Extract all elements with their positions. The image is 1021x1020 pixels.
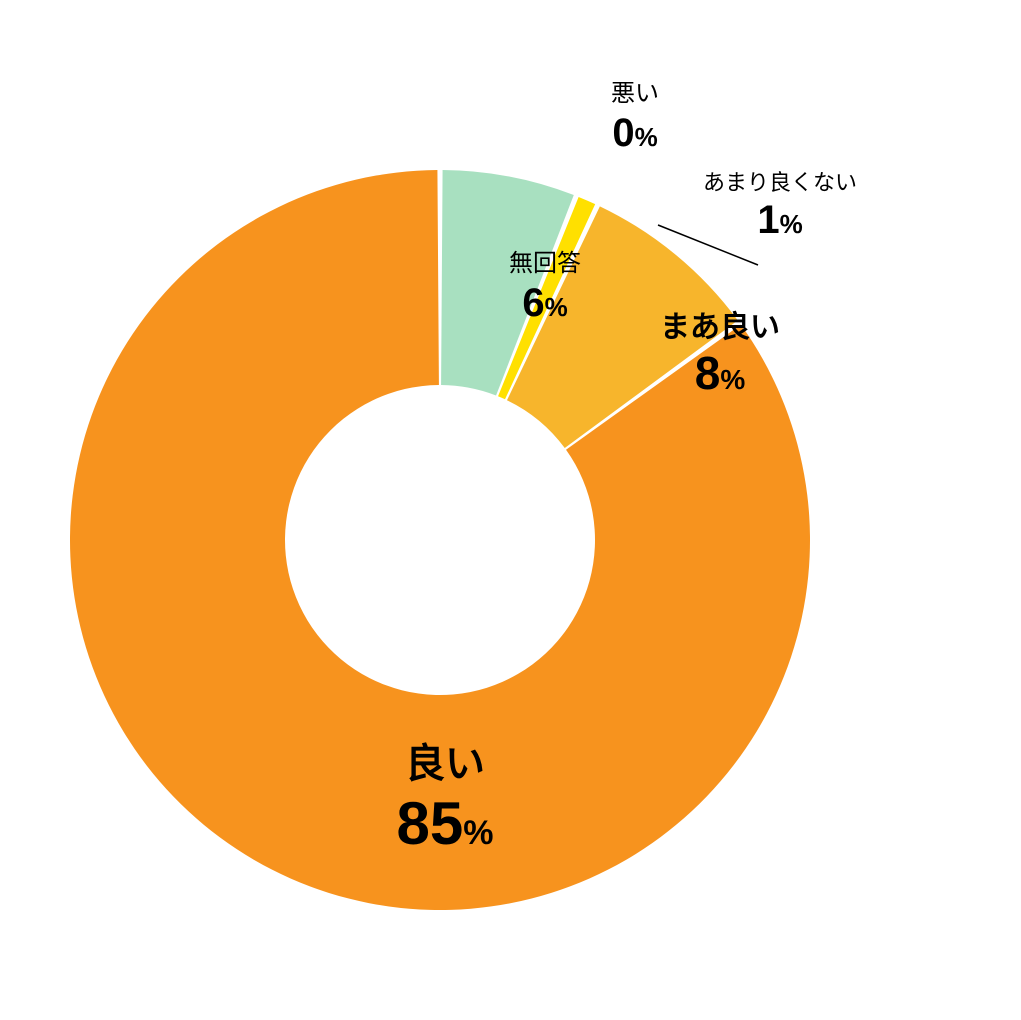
label-not_so_good: あまり良くない1% (680, 170, 880, 244)
label-fairly_good: まあ良い8% (640, 310, 800, 401)
label-value-no_answer: 6% (490, 279, 600, 327)
label-value-fairly_good: 8% (640, 346, 800, 401)
label-name-good: 良い (360, 740, 530, 788)
label-no_answer: 無回答6% (490, 250, 600, 327)
label-name-not_so_good: あまり良くない (680, 170, 880, 196)
donut-svg (0, 0, 1021, 1020)
label-good: 良い85% (360, 740, 530, 860)
label-name-fairly_good: まあ良い (640, 310, 800, 346)
label-value-bad: 0% (590, 109, 680, 157)
donut-chart (0, 0, 1021, 1020)
label-value-not_so_good: 1% (680, 196, 880, 244)
label-name-bad: 悪い (590, 80, 680, 109)
label-value-good: 85% (360, 788, 530, 860)
label-name-no_answer: 無回答 (490, 250, 600, 279)
label-bad: 悪い0% (590, 80, 680, 157)
